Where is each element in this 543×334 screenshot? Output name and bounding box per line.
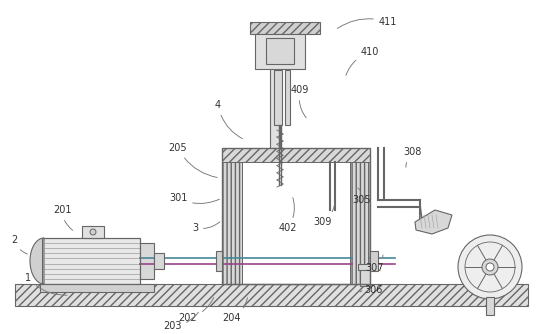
Bar [15,284,528,306]
Bar [242,148,350,284]
Text: 205: 205 [169,143,217,177]
Text: 402: 402 [279,198,297,233]
Text: 411: 411 [337,17,397,28]
Text: 308: 308 [404,147,422,167]
Text: 203: 203 [163,312,198,331]
Bar [222,148,370,284]
Bar [350,148,370,284]
Text: 306: 306 [360,285,383,295]
Bar [486,297,494,315]
Bar [42,238,140,284]
Text: 3: 3 [192,222,220,233]
Text: 309: 309 [314,203,335,227]
Text: 305: 305 [353,188,371,205]
Text: 409: 409 [291,85,309,118]
Bar [216,251,222,271]
Bar [42,238,140,284]
Text: 2: 2 [11,235,27,254]
Bar [82,226,104,238]
Bar [358,264,372,270]
Text: 301: 301 [169,193,219,203]
Bar [154,253,164,269]
Polygon shape [415,210,452,234]
Bar [250,22,320,34]
Text: 4: 4 [215,100,243,139]
Bar [140,243,154,279]
Bar [40,284,154,292]
Bar [360,268,370,286]
Circle shape [486,263,494,271]
Text: 307: 307 [366,255,384,273]
Bar [274,70,282,125]
Bar [370,251,378,271]
Bar [270,30,280,148]
Bar [266,38,294,64]
Text: 202: 202 [179,298,214,323]
Polygon shape [30,238,44,284]
Circle shape [482,259,498,275]
Circle shape [458,235,522,299]
Bar [285,70,290,125]
Circle shape [90,229,96,235]
Bar [222,148,242,284]
Bar [255,34,305,69]
Text: 201: 201 [53,205,73,230]
Text: 1: 1 [25,273,67,295]
Bar [222,148,370,162]
Text: 410: 410 [346,47,379,75]
Text: 204: 204 [223,298,248,323]
